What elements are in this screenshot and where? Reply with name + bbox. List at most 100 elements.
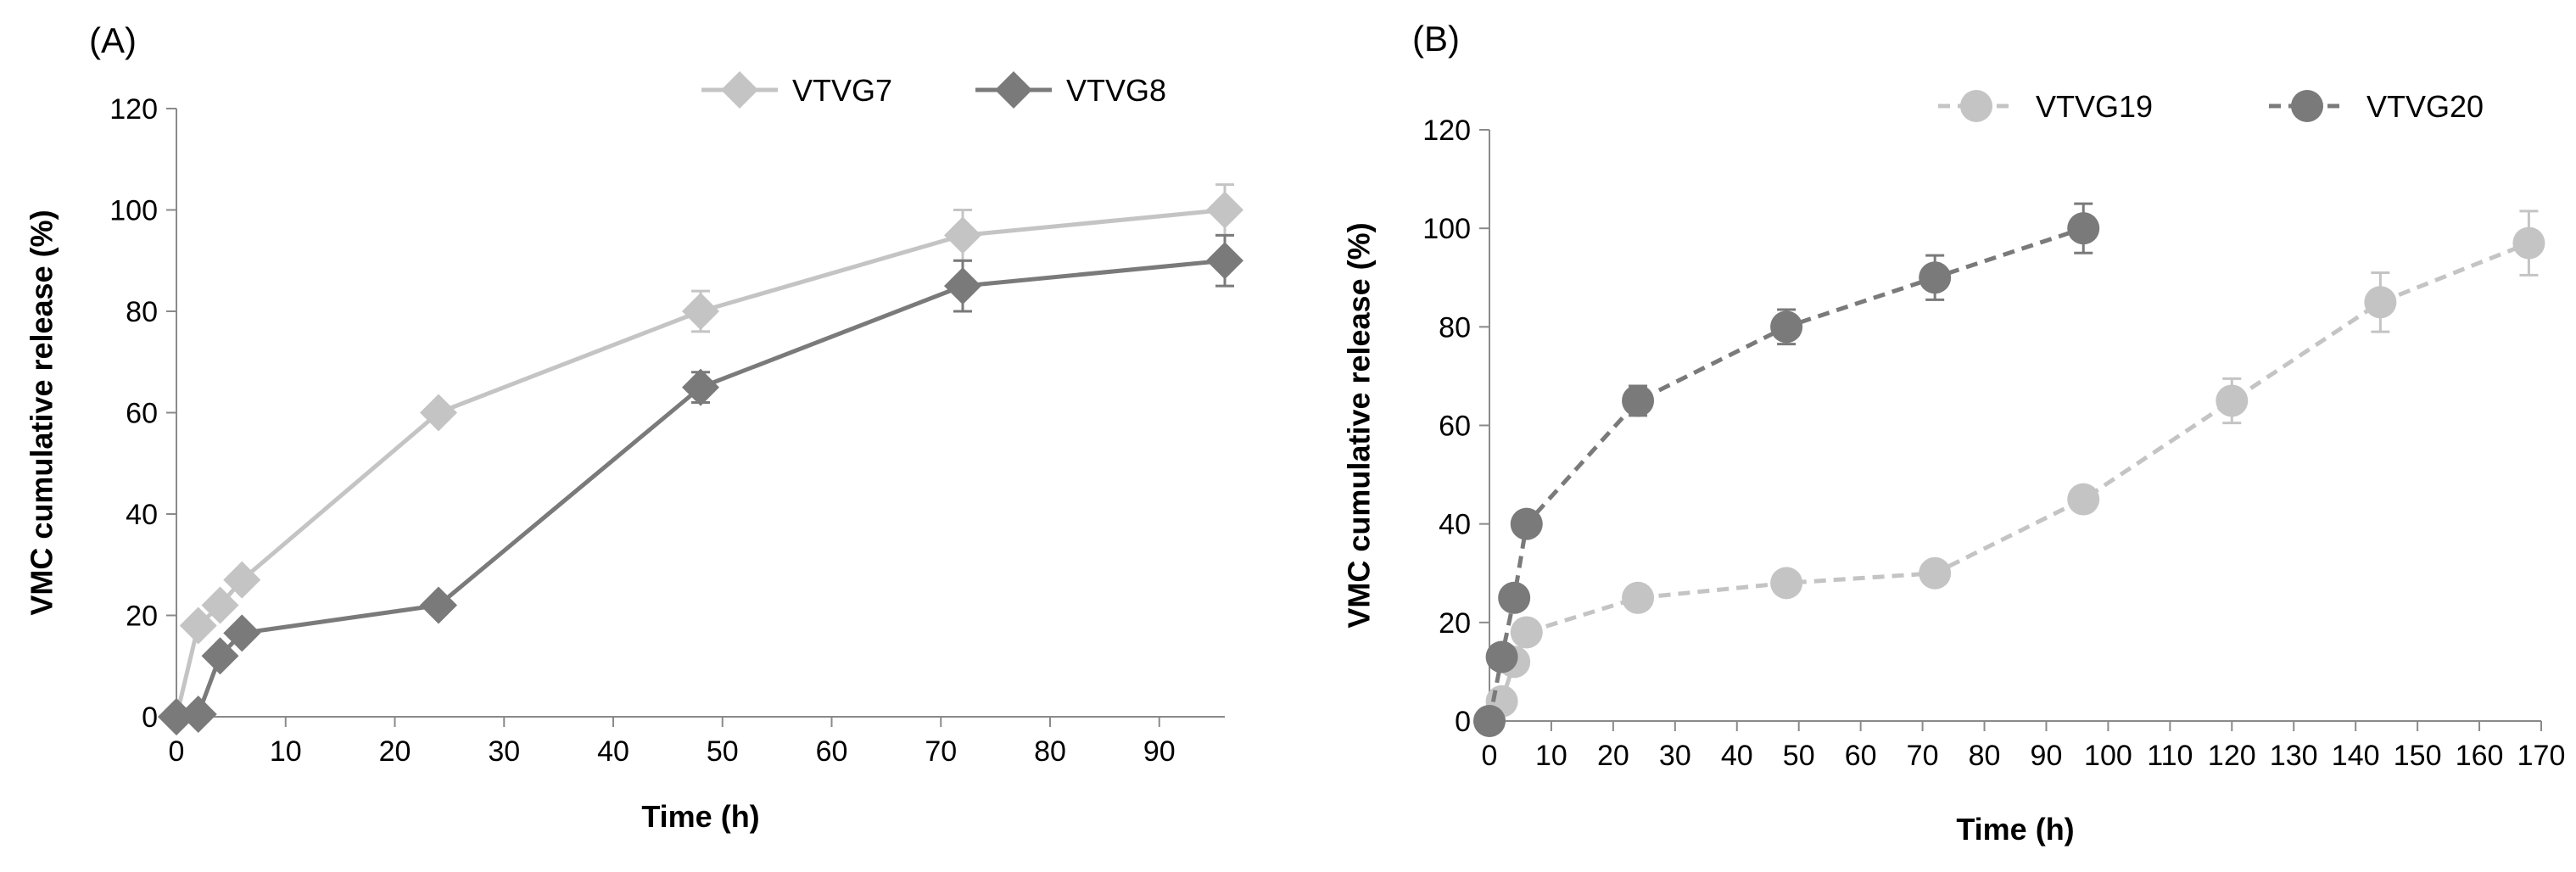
legend-item-vtvg20: VTVG20: [2269, 89, 2484, 124]
data-point: [1770, 310, 1803, 344]
legend-label: VTVG7: [792, 73, 892, 108]
series-vtvg19: [1473, 210, 2545, 737]
series-line: [1487, 226, 2085, 722]
x-tick-label: 70: [925, 735, 957, 768]
data-point: [1510, 616, 1543, 649]
x-tick-label: 40: [597, 735, 629, 768]
data-point: [1919, 556, 1952, 590]
legend-marker: [995, 71, 1032, 109]
data-point: [223, 561, 261, 599]
x-axis-title: Time (h): [1956, 812, 2074, 847]
data-point: [682, 293, 719, 330]
x-tick-label: 60: [1845, 740, 1877, 772]
data-point: [420, 394, 457, 432]
chart-b: (B) 0 20 40 60 80 100 120 0 10 20 30 40 50 60 70 80 90 100…: [1342, 19, 2566, 847]
series-vtvg7: [158, 183, 1243, 735]
x-tick-label: 0: [1482, 740, 1498, 772]
x-tick-label: 130: [2270, 740, 2318, 772]
x-tick-label: 150: [2394, 740, 2442, 772]
y-tick-label: 0: [142, 702, 158, 734]
y-tick-label: 120: [1422, 115, 1471, 147]
panel-label: (B): [1412, 19, 1460, 59]
data-point: [1919, 261, 1952, 294]
y-tick-label: 80: [1439, 311, 1471, 344]
x-tick-label: 140: [2332, 740, 2380, 772]
data-point: [158, 698, 195, 735]
y-axis-title: VMC cumulative release (%): [25, 210, 59, 615]
x-tick-label: 90: [1143, 735, 1176, 768]
x-tick-label: 30: [1659, 740, 1691, 772]
x-tick-label: 30: [488, 735, 520, 768]
y-axis-title: VMC cumulative release (%): [1342, 222, 1377, 628]
data-point: [179, 606, 217, 645]
data-point: [2216, 384, 2249, 417]
y-tick-label: 20: [126, 601, 158, 633]
y-tick-label: 120: [109, 93, 158, 126]
x-tick-label: 10: [1535, 740, 1567, 772]
legend-marker: [1960, 90, 1992, 122]
legend-label: VTVG20: [2366, 89, 2484, 124]
data-point: [1622, 581, 1655, 614]
data-point: [420, 586, 457, 624]
data-point: [944, 267, 981, 305]
y-tick-label: 60: [1439, 411, 1471, 443]
series-vtvg20: [1473, 202, 2100, 737]
data-point: [1206, 191, 1243, 229]
y-tick-label: 100: [1422, 213, 1471, 245]
x-tick-label: 120: [2208, 740, 2256, 772]
y-tick-label: 60: [126, 398, 158, 430]
y-tick-label: 100: [109, 195, 158, 227]
data-point: [201, 637, 239, 675]
series-line: [174, 208, 1226, 718]
x-tick-label: 40: [1721, 740, 1753, 772]
x-tick-label: 100: [2084, 740, 2132, 772]
data-point: [1485, 640, 1518, 674]
data-point: [1206, 242, 1243, 280]
x-tick-label: 50: [707, 735, 739, 768]
data-point: [2364, 286, 2397, 319]
x-tick-label: 0: [169, 735, 185, 768]
chart-a: (A) 0 20 40 60 80 100 120 0 10 20 30 40 50 60 70 80 90 Tim…: [25, 20, 1243, 834]
data-point: [682, 368, 719, 406]
legend-label: VTVG19: [2036, 89, 2153, 124]
x-tick-label: 20: [379, 735, 411, 768]
x-tick-label: 80: [1969, 740, 2001, 772]
x-tick-label: 90: [2031, 740, 2063, 772]
x-tick-label: 10: [270, 735, 302, 768]
x-tick-label: 50: [1783, 740, 1815, 772]
data-point: [1498, 581, 1531, 614]
x-tick-label: 80: [1034, 735, 1066, 768]
data-point: [179, 696, 217, 734]
data-point: [223, 614, 261, 652]
data-point: [2512, 226, 2545, 260]
x-axis-title: Time (h): [641, 799, 759, 834]
data-point: [944, 216, 981, 254]
panel-label: (A): [89, 20, 137, 60]
x-tick-label: 60: [816, 735, 848, 768]
x-tick-label: 160: [2456, 740, 2504, 772]
series-vtvg8: [158, 233, 1243, 735]
legend-marker: [721, 71, 758, 109]
legend-item-vtvg8: VTVG8: [975, 71, 1166, 109]
data-point: [201, 586, 239, 624]
x-tick-label: 70: [1907, 740, 1939, 772]
data-point: [1622, 384, 1655, 417]
y-tick-label: 80: [126, 296, 158, 328]
x-tick-label: 20: [1597, 740, 1629, 772]
y-tick-label: 40: [126, 499, 158, 531]
y-tick-label: 0: [1455, 706, 1471, 738]
data-point: [1770, 567, 1803, 600]
data-point: [2067, 483, 2100, 516]
legend-item-vtvg19: VTVG19: [1938, 89, 2153, 124]
y-tick-label: 20: [1439, 607, 1471, 640]
x-tick-label: 110: [2147, 740, 2193, 772]
legend-item-vtvg7: VTVG7: [701, 71, 892, 109]
data-point: [1473, 705, 1506, 737]
legend-marker: [2291, 90, 2323, 122]
x-tick-label: 170: [2517, 740, 2566, 772]
y-tick-label: 40: [1439, 509, 1471, 541]
data-point: [1510, 507, 1543, 540]
legend-label: VTVG8: [1066, 73, 1166, 108]
data-point: [2067, 212, 2100, 245]
